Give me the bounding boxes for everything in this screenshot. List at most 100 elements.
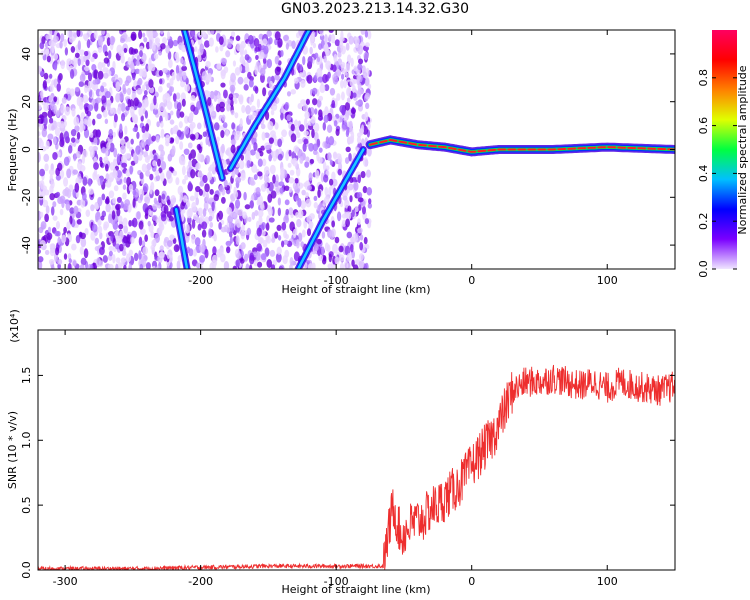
noise-blob (140, 115, 144, 122)
colorbar: 0.0 0.2 0.4 0.6 0.8 Normalized spectral ampl… (697, 30, 749, 278)
noise-blob (141, 125, 146, 134)
noise-blob (103, 72, 109, 79)
noise-blob (79, 49, 86, 56)
noise-blob (314, 170, 320, 179)
noise-blob (322, 121, 327, 131)
noise-blob (331, 99, 336, 108)
noise-blob (238, 94, 244, 103)
noise-blob (80, 237, 87, 248)
noise-blob (162, 37, 167, 45)
noise-blob (367, 202, 373, 209)
noise-blob (337, 155, 343, 165)
noise-blob (43, 102, 49, 112)
noise-blob (67, 145, 73, 154)
noise-blob (67, 262, 72, 269)
noise-blob (52, 151, 58, 160)
noise-blob (158, 78, 163, 85)
noise-blob (276, 224, 282, 231)
noise-blob (43, 72, 49, 80)
noise-blob (82, 176, 88, 186)
noise-blob (144, 110, 149, 119)
noise-blob (49, 248, 55, 257)
noise-blob (331, 220, 336, 228)
noise-blob (339, 39, 344, 49)
noise-blob (39, 123, 45, 131)
noise-blob (357, 45, 364, 55)
noise-blob (63, 38, 67, 47)
noise-blob (239, 55, 245, 64)
noise-blob (106, 99, 112, 107)
noise-blob (38, 139, 44, 149)
noise-blob (76, 219, 82, 225)
noise-blob (84, 106, 89, 115)
noise-blob (356, 75, 361, 86)
noise-blob (136, 131, 140, 140)
noise-blob (102, 255, 108, 263)
noise-blob (190, 169, 196, 179)
noise-blob (141, 32, 146, 38)
noise-blob (259, 237, 263, 245)
noise-blob (205, 60, 211, 68)
noise-blob (253, 38, 260, 47)
noise-blob (244, 66, 250, 73)
noise-blob (236, 218, 242, 228)
noise-blob (189, 30, 196, 39)
noise-blob (38, 248, 42, 255)
noise-blob (153, 53, 159, 60)
noise-blob (266, 259, 273, 268)
noise-blob (235, 176, 242, 184)
chart-title: GN03.2023.213.14.32.G30 (280, 1, 470, 17)
noise-blob (106, 142, 111, 150)
noise-blob (106, 37, 111, 47)
noise-blob (268, 137, 274, 144)
noise-blob (249, 254, 255, 265)
noise-blob (63, 156, 70, 167)
noise-blob (144, 97, 149, 106)
noise-blob (267, 120, 274, 131)
noise-blob (297, 103, 303, 110)
noise-blob (164, 134, 171, 144)
noise-blob (359, 128, 364, 136)
noise-blob (350, 107, 356, 115)
noise-blob (102, 109, 108, 118)
noise-blob (78, 81, 85, 88)
noise-blob (361, 205, 366, 215)
noise-blob (140, 228, 146, 235)
trace-ridge (296, 148, 365, 269)
noise-blob (129, 165, 134, 175)
noise-blob (82, 33, 88, 40)
noise-blob (333, 120, 338, 127)
noise-blob (133, 252, 139, 262)
noise-blob (151, 239, 157, 247)
noise-blob (94, 102, 99, 112)
noise-blob (113, 185, 119, 192)
noise-blob (132, 217, 138, 228)
noise-blob (322, 256, 327, 262)
noise-blob (288, 207, 294, 216)
noise-blob (236, 252, 242, 259)
noise-blob (328, 30, 334, 34)
noise-blob (52, 35, 59, 43)
noise-blob (235, 259, 240, 268)
noise-blob (347, 87, 352, 97)
noise-blob (240, 242, 246, 250)
x-tick-label: 0 (468, 575, 475, 588)
noise-blob (306, 228, 312, 237)
y-tick-label: 0.0 (20, 561, 33, 579)
noise-blob (176, 102, 182, 111)
spectral-trace (180, 30, 226, 182)
noise-blob (39, 240, 46, 247)
noise-blob (239, 159, 245, 170)
noise-blob (104, 90, 111, 99)
noise-blob (123, 264, 127, 269)
noise-blob (308, 172, 313, 182)
snr-series-line (38, 364, 675, 570)
noise-blob (112, 131, 116, 138)
noise-blob (208, 37, 214, 47)
noise-blob (328, 253, 332, 263)
noise-blob (278, 181, 285, 187)
noise-blob (324, 84, 330, 92)
noise-blob (155, 174, 161, 182)
noise-blob (263, 63, 267, 70)
noise-blob (329, 87, 336, 96)
